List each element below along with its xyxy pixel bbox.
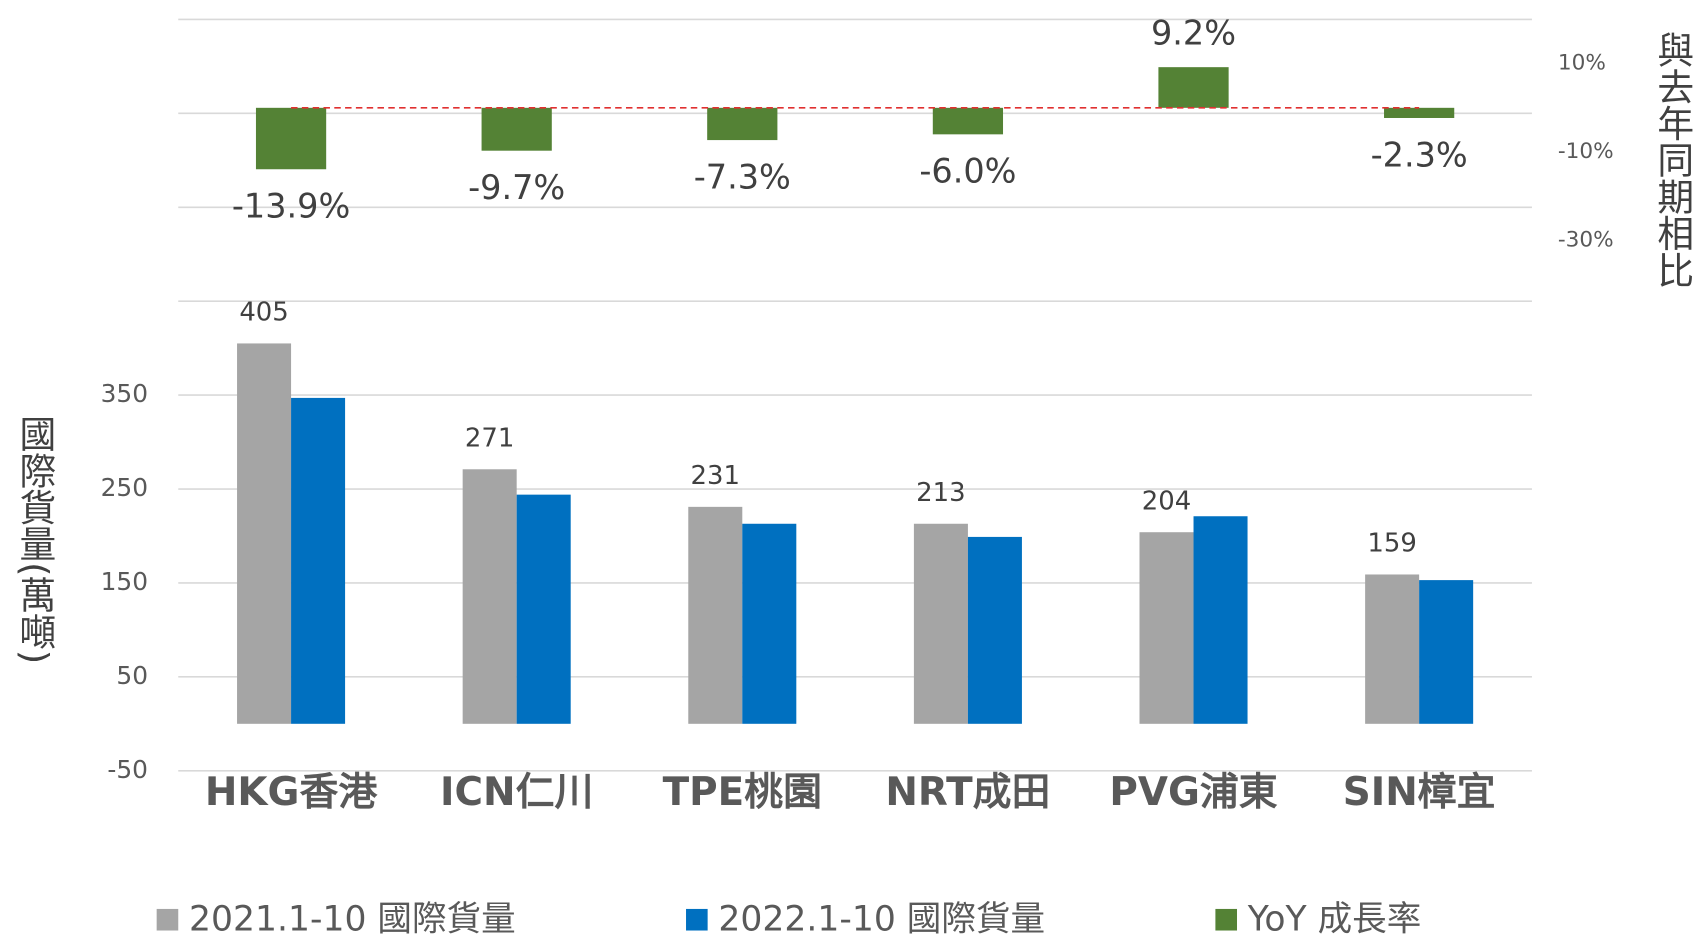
legend-label: 2022.1-10 國際貨量 [718,899,1045,937]
x-tick-label: PVG浦東 [1109,770,1277,815]
y2-tick-label: 10% [1558,51,1606,76]
data-label: 271 [465,424,514,454]
y-tick-label: 150 [101,567,148,596]
yoy-label: -7.3% [694,157,791,196]
bar [967,536,1022,724]
data-label: 204 [1142,486,1191,516]
bar [1365,574,1420,724]
bar [237,343,292,724]
yoy-bar [1158,67,1229,108]
yoy-bar [255,107,327,170]
bar [1193,516,1248,724]
yoy-label: -2.3% [1371,135,1468,174]
data-label: 405 [239,298,288,328]
yoy-label: -13.9% [232,187,350,226]
y-tick-label: 50 [116,661,148,690]
bar [462,469,517,724]
data-label: 213 [916,478,965,508]
data-label: 231 [691,461,740,491]
data-label: 159 [1367,529,1416,559]
y-axis-title: 國際貨量(萬噸) [13,415,56,664]
legend-swatch [156,908,179,931]
y-tick-label: -50 [107,755,148,784]
legend-swatch [1215,908,1238,931]
legend-label: YoY 成長率 [1247,899,1421,937]
bar [516,494,571,724]
bar [913,523,968,724]
y-tick-label: 350 [101,379,148,408]
bar [1419,580,1474,724]
bar [742,523,797,724]
x-tick-label: HKG香港 [205,770,378,815]
x-tick-label: ICN仁川 [440,770,593,815]
x-tick-label: TPE桃園 [663,770,822,815]
legend-swatch [686,908,708,931]
y2-tick-label: -10% [1558,139,1614,164]
yoy-bar [1384,107,1455,118]
x-tick-label: NRT成田 [885,770,1050,815]
y2-axis-title: 與去年同期相比 [1651,31,1694,288]
bar [1139,532,1194,724]
bar [688,506,743,724]
y2-tick-label: -30% [1558,227,1614,252]
yoy-label: -9.7% [468,168,565,207]
yoy-label: 9.2% [1151,13,1236,52]
yoy-label: -6.0% [919,152,1016,191]
yoy-bar [932,107,1004,135]
yoy-bar [707,107,778,141]
y-tick-label: 250 [101,473,148,502]
legend-label: 2021.1-10 國際貨量 [189,899,516,937]
x-tick-label: SIN樟宜 [1343,770,1496,815]
bar [291,397,346,724]
yoy-bar [481,107,552,151]
